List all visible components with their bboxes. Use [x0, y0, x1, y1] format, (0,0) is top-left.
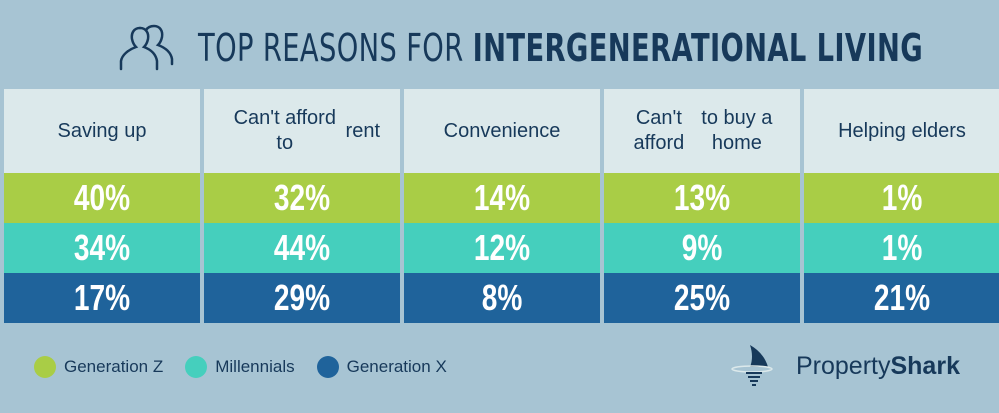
legend-swatch	[185, 356, 208, 378]
value-label: 29%	[273, 277, 331, 318]
header-line: rent	[345, 119, 380, 142]
data-cell: 40%	[4, 173, 200, 223]
table-column: Helping elders 1% 1% 21%	[804, 89, 999, 323]
legend-label: Millennials	[215, 357, 295, 376]
value-label: 25%	[673, 277, 731, 318]
table-column: Saving up 40% 34% 17%	[4, 89, 200, 323]
header-line: Can't afford	[633, 107, 685, 154]
value-label: 34%	[73, 227, 131, 268]
data-cell: 29%	[204, 273, 400, 323]
legend-item-gen-x: Generation X	[316, 356, 447, 378]
data-cell: 1%	[804, 173, 999, 223]
value-label: 21%	[873, 277, 931, 318]
value-label: 40%	[73, 177, 131, 218]
legend-label: Generation Z	[64, 357, 164, 376]
value-label: 12%	[473, 227, 531, 268]
legend-label: Generation X	[346, 357, 447, 376]
data-cell: 8%	[404, 273, 600, 323]
reasons-table: Saving up 40% 34% 17% Can't afford to rent 32%…	[4, 89, 999, 323]
title-bar: TOP REASONS FOR INTERGENERATIONAL LIVING	[0, 18, 999, 78]
shark-fin-icon	[731, 345, 773, 386]
logo-text-bold: Shark	[890, 351, 960, 380]
table-column: Convenience 14% 12% 8%	[404, 89, 600, 323]
title-bold: INTERGENERATIONAL LIVING	[472, 26, 924, 70]
header-line: Can't afford to	[233, 107, 336, 154]
header-line: Convenience	[443, 119, 561, 142]
data-cell: 32%	[204, 173, 400, 223]
data-cell: 9%	[604, 223, 800, 273]
legend-item-millennials: Millennials	[185, 356, 295, 378]
value-label: 13%	[673, 177, 731, 218]
value-label: 8%	[481, 277, 523, 318]
legend-item-gen-z: Generation Z	[34, 356, 163, 378]
data-cell: 21%	[804, 273, 999, 323]
header-line: to buy a home	[701, 107, 773, 154]
table-column: Can't afford to rent 32% 44% 29%	[204, 89, 400, 323]
legend-swatch	[316, 356, 339, 378]
header-line: Helping elders	[838, 119, 966, 142]
value-label: 44%	[273, 227, 331, 268]
data-cell: 34%	[4, 223, 200, 273]
data-cell: 44%	[204, 223, 400, 273]
data-cell: 12%	[404, 223, 600, 273]
data-cell: 25%	[604, 273, 800, 323]
data-cell: 14%	[404, 173, 600, 223]
column-header: Can't afford to rent	[204, 89, 400, 173]
title-light: TOP REASONS FOR	[198, 26, 473, 70]
table-column: Can't afford to buy a home 13% 9% 25%	[604, 89, 800, 323]
column-header: Convenience	[404, 89, 600, 173]
people-icon	[119, 24, 174, 71]
value-label: 9%	[681, 227, 723, 268]
header-line: Saving up	[57, 119, 147, 142]
value-label: 17%	[73, 277, 131, 318]
data-cell: 1%	[804, 223, 999, 273]
value-label: 1%	[881, 177, 923, 218]
legend: Generation Z Millennials Generation X	[34, 356, 447, 378]
data-cell: 13%	[604, 173, 800, 223]
legend-swatch	[34, 356, 56, 378]
value-label: 14%	[473, 177, 531, 218]
column-header: Saving up	[4, 89, 200, 173]
column-header: Helping elders	[804, 89, 999, 173]
value-label: 32%	[273, 177, 331, 218]
value-label: 1%	[881, 227, 923, 268]
column-header: Can't afford to buy a home	[604, 89, 800, 173]
page-title: TOP REASONS FOR INTERGENERATIONAL LIVING	[198, 26, 923, 70]
propertyshark-logo: PropertyShark	[730, 343, 960, 389]
logo-text-light: Property	[796, 351, 891, 380]
data-cell: 17%	[4, 273, 200, 323]
